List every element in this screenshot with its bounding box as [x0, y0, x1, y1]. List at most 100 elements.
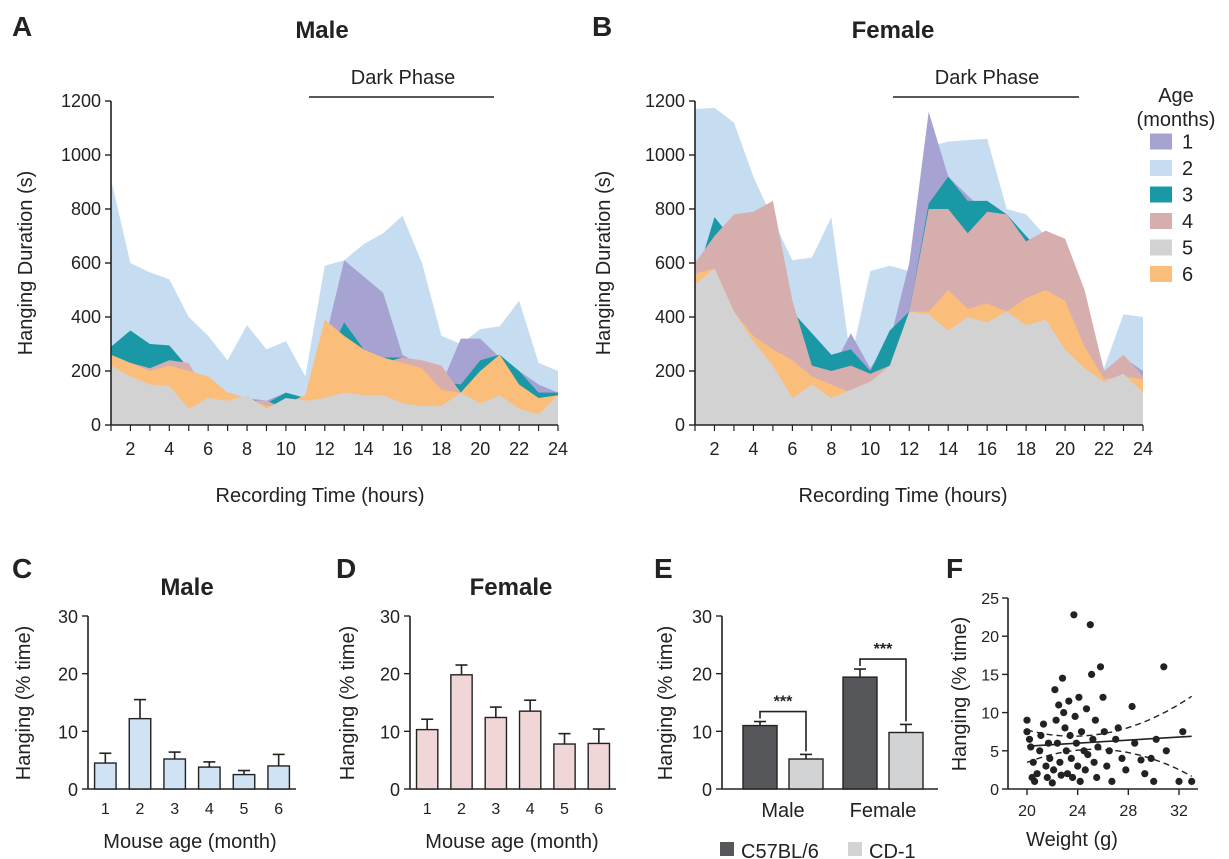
scatter-point: [1023, 728, 1031, 736]
bar-age-4: [197, 766, 221, 790]
x-tick-label: 22: [1094, 439, 1114, 459]
y-tick-label: 0: [702, 780, 712, 800]
y-tick-label: 30: [58, 607, 78, 627]
scatter-point: [1061, 724, 1069, 732]
scatter-point: [1033, 770, 1041, 778]
scatter-point: [1108, 777, 1116, 786]
age-legend-swatch-6: [1150, 266, 1172, 282]
x-tick-label: 18: [1016, 439, 1036, 459]
age-legend-label-2: 2: [1182, 158, 1193, 180]
scatter-point: [1162, 747, 1170, 755]
y-tick-label: 0: [990, 782, 999, 799]
scatter-point: [1057, 771, 1065, 779]
scatter-point: [1179, 728, 1187, 736]
x-tick-label: 5: [240, 801, 249, 818]
panel-d-ylabel: Hanging (% time): [337, 626, 359, 781]
bar-age-2: [450, 674, 473, 790]
y-tick-label: 10: [692, 722, 712, 742]
x-tick-label: 6: [203, 439, 213, 459]
bar-age-1: [93, 762, 117, 790]
chart-e-bar: 0 10 20 30 *** Male *** Female: [692, 607, 938, 822]
scatter-point: [1071, 712, 1079, 721]
panel-e-ylabel: Hanging (% time): [655, 626, 677, 781]
scatter-point: [1152, 735, 1160, 743]
scatter-point: [1043, 773, 1051, 782]
scatter-point: [1046, 754, 1054, 763]
confidence-band-lower: [1026, 748, 1193, 777]
y-tick-label: 20: [981, 629, 999, 646]
y-tick-label: 0: [390, 780, 400, 800]
scatter-point: [1027, 743, 1035, 751]
y-tick-label: 600: [71, 253, 101, 273]
y-tick-label: 200: [71, 361, 101, 381]
scatter-point: [1042, 762, 1050, 770]
scatter-point: [1096, 663, 1105, 671]
scatter-point: [1160, 663, 1168, 671]
bar-age-2: [128, 717, 152, 790]
scatter-point: [1023, 716, 1031, 724]
scatter-point: [1105, 747, 1113, 755]
scatter-point: [1062, 747, 1070, 755]
scatter-point: [1100, 728, 1108, 736]
scatter-point: [1137, 756, 1145, 764]
scatter-point: [1188, 777, 1196, 786]
significance-bracket: [759, 710, 807, 752]
age-legend-title-line1: Age: [1158, 85, 1194, 107]
age-legend-title-line2: (months): [1137, 109, 1216, 131]
age-legend-swatch-1: [1150, 133, 1172, 150]
y-tick-label: 800: [655, 199, 685, 219]
scatter-point: [1099, 693, 1107, 701]
scatter-point: [1055, 701, 1063, 709]
bar-age-3: [163, 758, 187, 790]
x-tick-label: 1: [423, 801, 432, 818]
panel-a-xlabel: Recording Time (hours): [216, 485, 425, 507]
chart-d-bar: 0 10 20 30 1 2 3 4 5 6: [380, 607, 616, 818]
panel-b-ylabel: Hanging Duration (s): [593, 171, 615, 356]
y-tick-label: 1200: [61, 91, 101, 111]
scatter-point: [1025, 735, 1034, 743]
panel-letter-f: F: [946, 553, 963, 584]
scatter-point: [1051, 686, 1059, 694]
scatter-point: [1147, 754, 1155, 763]
y-tick-label: 20: [58, 665, 78, 685]
scatter-point: [1065, 697, 1073, 705]
x-tick-label: 3: [491, 801, 500, 818]
panel-c-ylabel: Hanging (% time): [13, 626, 35, 781]
y-tick-label: 1200: [645, 91, 685, 111]
y-tick-label: 25: [981, 591, 999, 608]
scatter-point: [1150, 777, 1158, 786]
panel-b-phase-label: Dark Phase: [935, 67, 1040, 89]
scatter-point: [1074, 762, 1082, 770]
x-tick-label: 20: [1055, 439, 1075, 459]
y-tick-label: 600: [655, 253, 685, 273]
scatter-point: [1088, 670, 1096, 679]
x-tick-label: 20: [1018, 803, 1036, 820]
scatter-point: [1048, 779, 1056, 787]
bar-age-3: [484, 716, 508, 790]
confidence-band-upper: [1026, 695, 1193, 737]
age-legend: 1 2 3 4 5 6: [1150, 132, 1193, 286]
x-tick-label: 32: [1170, 803, 1188, 820]
x-tick-label: 4: [748, 439, 758, 459]
x-tick-label: 28: [1119, 803, 1137, 820]
regression-line: [1026, 735, 1192, 748]
y-tick-label: 0: [91, 415, 101, 435]
bar-age-5: [232, 773, 256, 790]
x-tick-label: 12: [899, 439, 919, 459]
y-tick-label: 10: [981, 706, 999, 723]
legend-cd1-label: CD-1: [869, 841, 916, 859]
age-legend-label-3: 3: [1182, 185, 1193, 207]
x-tick-label: 6: [594, 801, 603, 818]
panel-d-title: Female: [470, 574, 553, 601]
scatter-point: [1175, 777, 1183, 786]
scatter-point: [1076, 777, 1084, 786]
x-tick-label: 8: [826, 439, 836, 459]
y-tick-label: 5: [990, 744, 999, 761]
scatter-point: [1037, 731, 1045, 740]
y-tick-label: 400: [71, 307, 101, 327]
bar-age-6: [267, 765, 291, 790]
x-tick-label: 16: [393, 439, 413, 459]
y-tick-label: 30: [380, 607, 400, 627]
